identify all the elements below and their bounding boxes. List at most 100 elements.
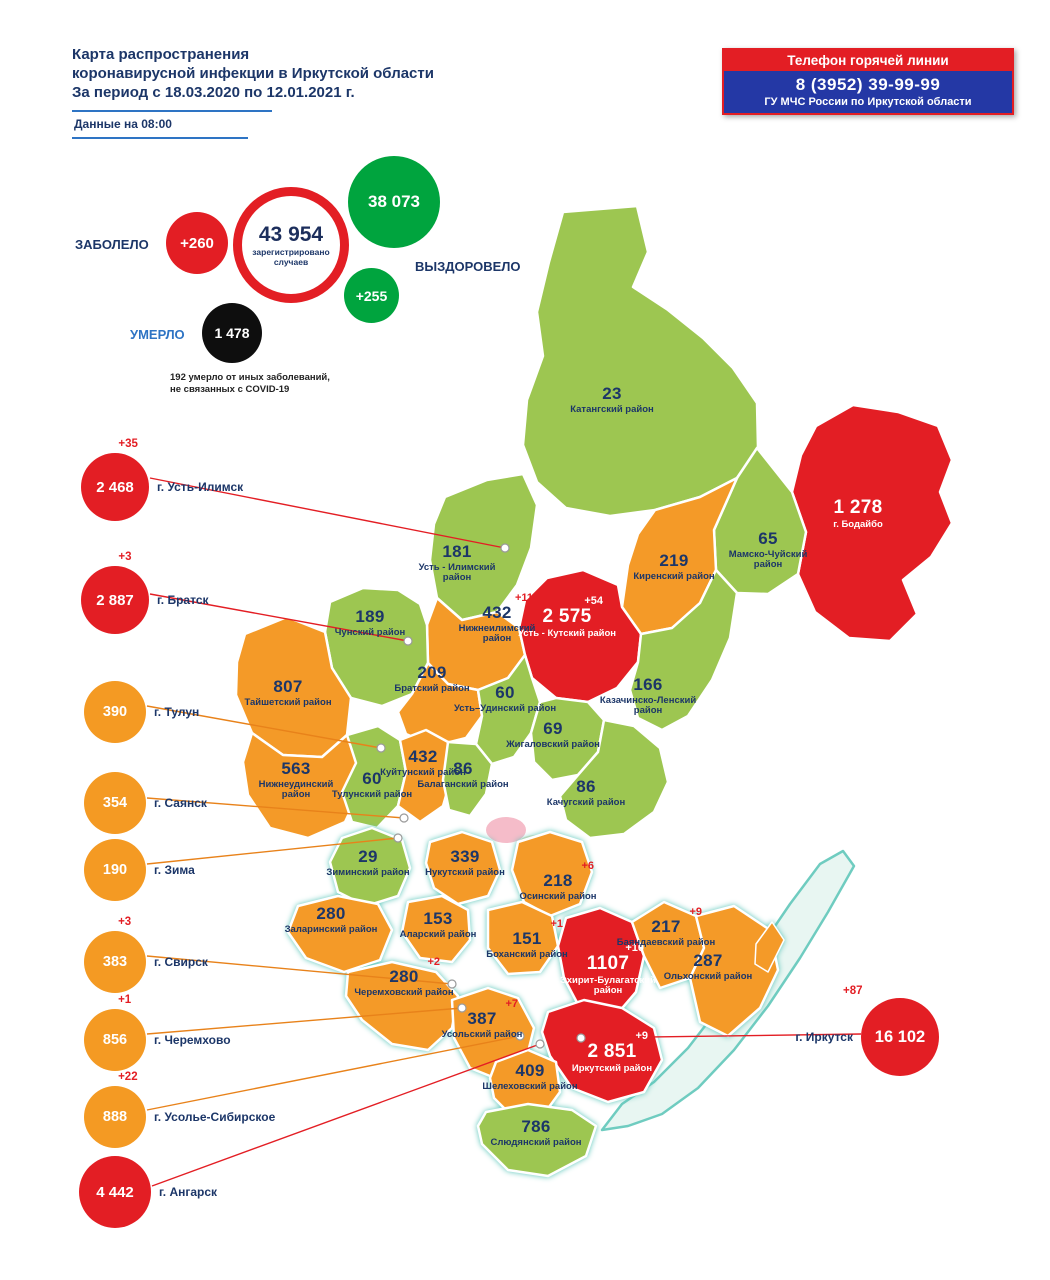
recovered-label: ВЫЗДОРОВЕЛО <box>415 259 521 274</box>
district-label-bodaibo: 1 278 г. Бодайбо <box>806 497 910 530</box>
city-name: г. Свирск <box>154 955 208 969</box>
district-shape-katangsky <box>521 204 760 518</box>
district-value: 432 <box>482 603 512 622</box>
city-callout-tulun: 390 г. Тулун <box>84 681 199 743</box>
leader-line <box>146 705 382 749</box>
district-value: 1107 <box>586 953 630 974</box>
district-label-katangsky: 23 Катангский район <box>560 384 664 415</box>
district-name: г. Бодайбо <box>833 518 883 530</box>
city-value-circle: 190 <box>84 839 146 901</box>
sick-label: ЗАБОЛЕЛО <box>75 237 149 252</box>
district-label-balagansky: 86 Балаганский район <box>411 759 515 790</box>
city-value: 856 <box>102 1032 128 1048</box>
district-name: Боханский район <box>486 948 568 960</box>
city-value-circle: 4 442 <box>79 1156 151 1228</box>
city-dot <box>403 636 413 646</box>
leader-line <box>146 837 399 865</box>
district-name: Усть–Удинский район <box>453 702 557 714</box>
district-label-bayandaevsky: +9 217 Баяндаевский район <box>614 906 718 948</box>
district-label-nukutsky: 339 Нукутский район <box>413 847 517 878</box>
district-label-usolsky: +7 387 Усольский район <box>430 998 534 1040</box>
data-time-underline <box>72 137 248 139</box>
city-value-circle: 390 <box>84 681 146 743</box>
district-label-zhigalovsky: 69 Жигаловский район <box>501 719 605 750</box>
city-value: 888 <box>102 1109 128 1125</box>
city-delta: +3 <box>118 916 132 928</box>
enclave-patch-pink <box>486 817 526 843</box>
city-value-circle: 2 887 <box>81 566 149 634</box>
city-callout-zima: 190 г. Зима <box>84 839 195 901</box>
city-name: г. Ангарск <box>159 1185 218 1199</box>
olkhon-island <box>754 921 785 973</box>
district-value: 563 <box>281 759 311 778</box>
district-shape-olkhonsky <box>688 904 780 1038</box>
city-delta: +35 <box>118 438 138 450</box>
city-callout-usolye-sibirskoye: +22 888 г. Усолье-Сибирское <box>84 1071 275 1148</box>
sick-delta-value: +260 <box>180 234 214 252</box>
leader-line <box>146 797 405 819</box>
district-value: 409 <box>515 1061 545 1080</box>
died-label: УМЕРЛО <box>130 327 185 342</box>
city-delta: +87 <box>843 985 863 997</box>
district-value: 189 <box>355 607 385 626</box>
district-name: Осинский район <box>519 890 597 902</box>
city-callout-cheremkhovo: +1 856 г. Черемхово <box>84 994 231 1071</box>
district-shape-kazachinsko-lensky <box>628 568 739 732</box>
district-name: Усть - Илимский район <box>418 561 496 584</box>
map-dots <box>376 543 586 1049</box>
district-label-kachugsky: 86 Качугский район <box>534 777 638 808</box>
city-value: 2 468 <box>96 478 134 496</box>
city-value-circle: 888 <box>84 1086 146 1148</box>
hotline-box: Телефон горячей линии 8 (3952) 39-99-99 … <box>722 48 1014 115</box>
title-underline <box>72 110 272 112</box>
recovered-circle: 38 073 <box>348 156 440 248</box>
city-delta: +3 <box>118 551 132 563</box>
district-label-ust-ilimsky: 181 Усть - Илимский район <box>405 542 509 584</box>
city-name: г. Тулун <box>154 705 200 719</box>
city-callout-svirsk: +3 383 г. Свирск <box>84 916 208 993</box>
title-line-2: коронавирусной инфекции в Иркутской обла… <box>72 64 434 82</box>
city-dot <box>447 979 457 989</box>
district-value: 60 <box>495 683 515 702</box>
district-label-chunsky: 189 Чунский район <box>318 607 422 638</box>
district-value: 339 <box>450 847 480 866</box>
district-value: 280 <box>316 904 346 923</box>
city-dot <box>457 1003 467 1013</box>
district-shape-bokhansky <box>486 900 560 976</box>
title-line-1: Карта распространения <box>72 46 250 63</box>
district-label-osinsky: +6 218 Осинский район <box>506 860 610 902</box>
city-value: 16 102 <box>874 1027 926 1046</box>
district-name: Слюдянский район <box>490 1136 582 1148</box>
district-name: Усольский район <box>441 1028 523 1040</box>
district-label-nizhneilimsky: +11 432 Нижнеилимский район <box>445 592 549 645</box>
city-name: г. Усть-Илимск <box>157 480 244 494</box>
district-shape-ekhirit-bulagatsky <box>556 906 646 1022</box>
district-label-sludyansky: 786 Слюдянский район <box>484 1117 588 1148</box>
district-label-bratsky: 209 Братский район <box>380 663 484 694</box>
district-shape-irkutsky <box>540 998 664 1104</box>
district-label-taishetsky: 807 Тайшетский район <box>236 677 340 708</box>
district-label-nizhneudinsky: 563 Нижнеудинский район <box>244 759 348 801</box>
district-value: 29 <box>358 847 378 866</box>
city-value: 383 <box>102 954 128 970</box>
district-value: 432 <box>408 747 438 766</box>
district-value: 209 <box>417 663 447 682</box>
hotline-phone: 8 (3952) 39-99-99 <box>795 75 941 94</box>
sick-delta-circle: +260 <box>166 212 228 274</box>
district-label-kazachinsko-lensky: 166 Казачинско-Ленский район <box>596 675 700 717</box>
city-value-circle: 2 468 <box>81 453 149 521</box>
district-shape-osinsky <box>510 830 594 918</box>
city-value-circle: 856 <box>84 1009 146 1071</box>
district-name: Тайшетский район <box>244 696 332 708</box>
district-value: 387 <box>467 1009 497 1028</box>
district-name: Жигаловский район <box>506 738 600 750</box>
city-callout-bratsk: +3 2 887 г. Братск <box>81 551 209 634</box>
city-callout-ust-ilimsk: +35 2 468 г. Усть-Илимск <box>81 438 243 521</box>
district-value: 218 <box>543 871 573 890</box>
district-label-ust-udinsky: 60 Усть–Удинский район <box>453 683 557 714</box>
leader-line <box>580 1033 862 1039</box>
district-name: Нукутский район <box>425 866 505 878</box>
total-cases-sub1: зарегистрировано <box>252 246 330 257</box>
district-label-alarsky: 153 Аларский район <box>386 909 490 940</box>
district-delta: +9 <box>689 906 702 918</box>
